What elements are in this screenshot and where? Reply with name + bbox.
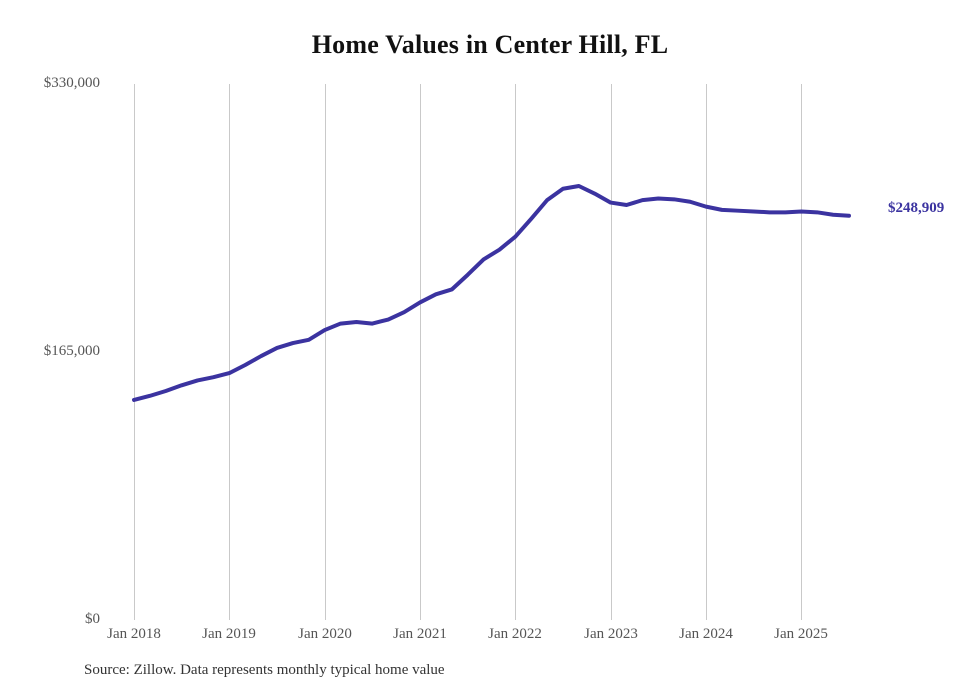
- x-tick-label-jan-2021: Jan 2021: [393, 626, 447, 642]
- gridline-2024: [706, 84, 707, 620]
- x-tick-label-jan-2020: Jan 2020: [298, 626, 352, 642]
- x-tick-label-jan-2019: Jan 2019: [202, 626, 256, 642]
- gridline-2021: [420, 84, 421, 620]
- gridline-2023: [611, 84, 612, 620]
- x-tick-label-jan-2025: Jan 2025: [774, 626, 828, 642]
- source-note: Source: Zillow. Data represents monthly …: [84, 662, 445, 678]
- x-tick-label-jan-2024: Jan 2024: [679, 626, 733, 642]
- y-tick-label-165000: $165,000: [43, 343, 100, 359]
- chart-title: Home Values in Center Hill, FL: [311, 30, 669, 59]
- x-tick-label-jan-2018: Jan 2018: [107, 626, 161, 642]
- y-tick-label-330000: $330,000: [43, 75, 100, 91]
- y-tick-label-0: $0: [85, 611, 100, 627]
- gridline-2020: [325, 84, 326, 620]
- gridline-2022: [515, 84, 516, 620]
- x-tick-label-jan-2022: Jan 2022: [488, 626, 542, 642]
- gridline-2018: [134, 84, 135, 620]
- gridline-2025: [801, 84, 802, 620]
- endpoint-value-label: $248,909: [888, 200, 945, 216]
- x-tick-label-jan-2023: Jan 2023: [584, 626, 638, 642]
- gridline-2019: [229, 84, 230, 620]
